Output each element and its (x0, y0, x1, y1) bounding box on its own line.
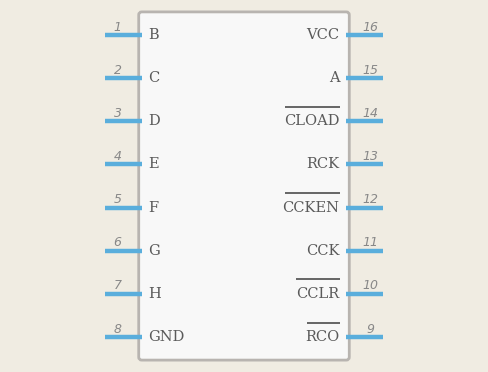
Text: CCLR: CCLR (297, 286, 340, 301)
Text: D: D (148, 115, 160, 128)
Text: H: H (148, 286, 161, 301)
Text: 11: 11 (363, 237, 379, 250)
Text: 14: 14 (363, 107, 379, 120)
Text: 8: 8 (114, 323, 122, 336)
Text: A: A (329, 71, 340, 86)
Text: VCC: VCC (306, 28, 340, 42)
Text: 7: 7 (114, 279, 122, 292)
Text: 6: 6 (114, 237, 122, 250)
Text: 15: 15 (363, 64, 379, 77)
Text: B: B (148, 28, 159, 42)
Text: GND: GND (148, 330, 185, 344)
Text: G: G (148, 244, 160, 257)
Text: 12: 12 (363, 193, 379, 206)
Text: 16: 16 (363, 21, 379, 34)
Text: F: F (148, 201, 159, 215)
Text: CCK: CCK (306, 244, 340, 257)
Text: C: C (148, 71, 160, 86)
Text: 1: 1 (114, 21, 122, 34)
Text: CCKEN: CCKEN (283, 201, 340, 215)
Text: 3: 3 (114, 107, 122, 120)
Text: CLOAD: CLOAD (284, 115, 340, 128)
Text: 13: 13 (363, 150, 379, 163)
FancyBboxPatch shape (139, 12, 349, 360)
Text: 5: 5 (114, 193, 122, 206)
Text: 9: 9 (366, 323, 374, 336)
Text: 10: 10 (363, 279, 379, 292)
Text: E: E (148, 157, 159, 171)
Text: RCO: RCO (305, 330, 340, 344)
Text: 4: 4 (114, 150, 122, 163)
Text: 2: 2 (114, 64, 122, 77)
Text: RCK: RCK (306, 157, 340, 171)
